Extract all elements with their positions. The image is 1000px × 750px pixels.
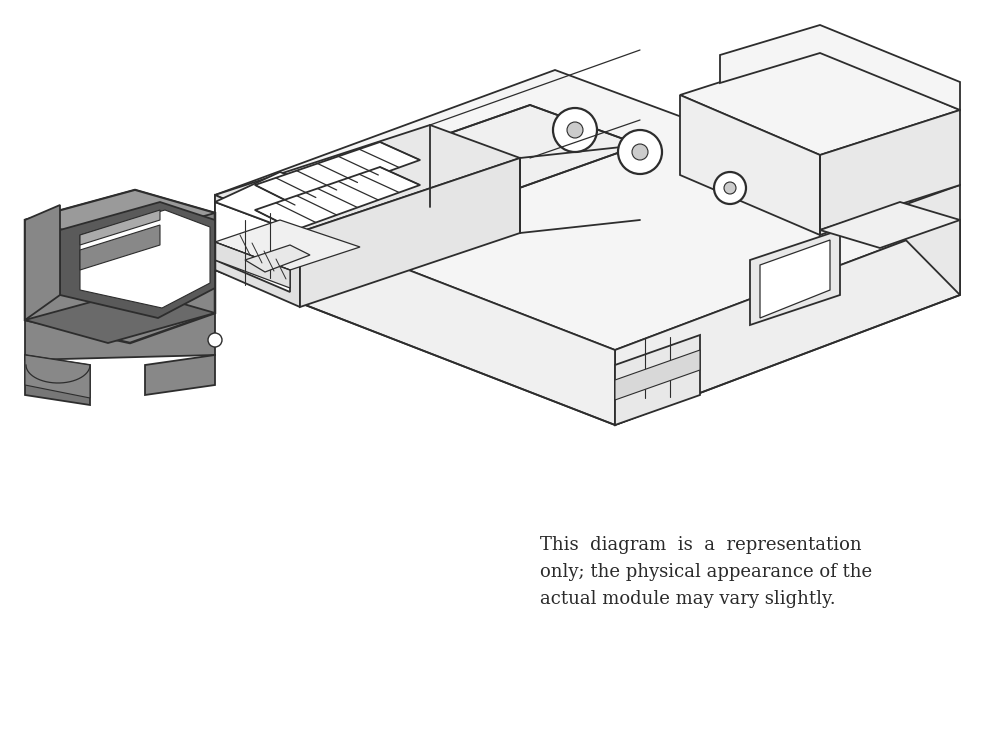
Polygon shape: [215, 125, 520, 232]
Polygon shape: [615, 350, 700, 400]
Polygon shape: [25, 290, 215, 343]
Polygon shape: [615, 335, 700, 425]
Polygon shape: [680, 50, 960, 155]
Circle shape: [618, 130, 662, 174]
Circle shape: [714, 172, 746, 204]
Polygon shape: [215, 70, 960, 350]
Polygon shape: [25, 310, 215, 318]
Polygon shape: [300, 158, 520, 307]
Polygon shape: [760, 240, 830, 318]
Polygon shape: [80, 210, 210, 308]
Circle shape: [553, 108, 597, 152]
Polygon shape: [60, 202, 215, 318]
Polygon shape: [330, 105, 640, 218]
Polygon shape: [820, 110, 960, 230]
Polygon shape: [615, 220, 960, 425]
Polygon shape: [25, 190, 215, 242]
Polygon shape: [25, 310, 215, 360]
Polygon shape: [80, 225, 160, 270]
Circle shape: [724, 182, 736, 194]
Polygon shape: [820, 202, 960, 248]
Polygon shape: [25, 355, 90, 405]
Polygon shape: [145, 355, 215, 395]
Polygon shape: [255, 167, 420, 230]
Polygon shape: [680, 95, 820, 235]
Polygon shape: [720, 25, 960, 110]
Circle shape: [632, 144, 648, 160]
Polygon shape: [25, 190, 215, 343]
Polygon shape: [215, 220, 360, 270]
Polygon shape: [215, 195, 300, 307]
Polygon shape: [820, 153, 960, 295]
Polygon shape: [245, 245, 310, 272]
Polygon shape: [215, 242, 290, 288]
Circle shape: [567, 122, 583, 138]
Polygon shape: [80, 210, 160, 245]
Circle shape: [208, 333, 222, 347]
Polygon shape: [215, 202, 290, 292]
Polygon shape: [25, 205, 60, 320]
Polygon shape: [215, 195, 615, 425]
Polygon shape: [25, 355, 90, 398]
Text: This  diagram  is  a  representation
only; the physical appearance of the
actual: This diagram is a representation only; t…: [540, 536, 872, 608]
Polygon shape: [215, 172, 360, 230]
Polygon shape: [255, 142, 420, 205]
Polygon shape: [750, 230, 840, 325]
